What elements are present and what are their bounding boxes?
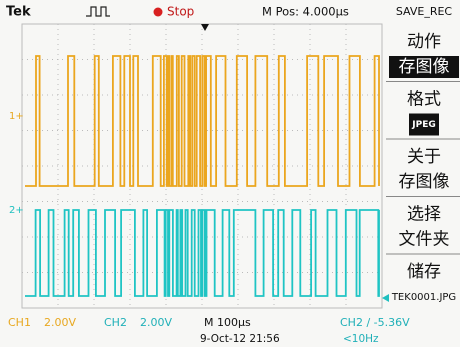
ch1-label: CH1 [8,316,31,329]
menu-value: 文件夹 [399,230,450,250]
brand: Tek [6,5,31,20]
date: 9-Oct-12 21:56 [200,333,280,345]
menu-value: JPEG [411,120,435,130]
menu-label: 动作 [407,32,441,52]
menu-label: 关于 [407,147,441,167]
menu-value: TEK0001.JPG [391,292,456,303]
ch1-scale: 2.00V [44,316,76,329]
scope-screen: Tek Stop M Pos: 4.000µs SAVE_REC 1+ 2+ 动… [0,0,460,347]
frequency: <10Hz [343,333,379,345]
menu-value: 存图像 [399,172,450,192]
menu-label: 储存 [407,262,441,282]
stop-dot [154,8,163,17]
menu-value: 存图像 [399,57,450,77]
menu-label: 选择 [407,205,441,225]
ch1-marker: 1+ [9,111,24,122]
menu-label: 格式 [407,90,441,110]
trigger: CH2 ∕ -5.36V [340,316,410,329]
position: M Pos: 4.000µs [262,5,349,19]
menu-title: SAVE_REC [396,5,453,18]
ch2-marker: 2+ [9,205,24,216]
ch2-label: CH2 [104,316,127,329]
timebase: M 100µs [204,316,251,329]
run-status: Stop [167,5,194,19]
ch2-scale: 2.00V [140,316,172,329]
